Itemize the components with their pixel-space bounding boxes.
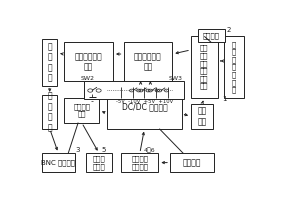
Text: 低電壓
指示燈: 低電壓 指示燈 [93, 155, 106, 170]
Bar [107, 86, 182, 129]
Text: 3: 3 [76, 147, 80, 153]
Text: 調零裝鈕: 調零裝鈕 [203, 32, 220, 39]
Text: 電壓檢測
電路: 電壓檢測 電路 [73, 103, 90, 117]
Text: 4、6: 4、6 [143, 147, 155, 153]
Text: 5: 5 [101, 147, 106, 153]
Text: 應
變
片
接
線
端
子: 應 變 片 接 線 端 子 [232, 41, 236, 93]
Text: -5V  -10V  +5V  +10V: -5V -10V +5V +10V [116, 99, 173, 104]
Bar [84, 81, 184, 99]
Bar [198, 29, 225, 42]
Bar [42, 95, 57, 129]
Bar [42, 39, 57, 86]
Text: 含標
準電
阻的
電橋
接線
電路: 含標 準電 阻的 電橋 接線 電路 [200, 45, 208, 89]
Text: SW3: SW3 [169, 76, 183, 81]
Text: 緩
沖
電
路: 緩 沖 電 路 [47, 92, 52, 132]
Bar [42, 153, 75, 172]
Bar [121, 153, 158, 172]
Bar [86, 153, 112, 172]
Text: DC/DC 電源模塊: DC/DC 電源模塊 [122, 103, 167, 112]
Text: BNC 輸出端子: BNC 輸出端子 [41, 159, 75, 166]
Bar [224, 36, 244, 98]
Bar [64, 98, 99, 123]
Text: 鋰電池組: 鋰電池組 [183, 158, 201, 167]
Bar [191, 36, 218, 98]
Bar [191, 104, 213, 129]
Text: SW2: SW2 [80, 76, 94, 81]
Bar [170, 153, 214, 172]
Text: 1: 1 [222, 96, 227, 102]
Text: 精密
電源: 精密 電源 [197, 107, 207, 126]
Text: 電源指示
燈、開關: 電源指示 燈、開關 [131, 155, 148, 170]
Text: 二級差分放大
電路: 二級差分放大 電路 [75, 52, 103, 71]
Bar [64, 42, 113, 81]
Text: 2: 2 [227, 27, 231, 33]
Text: 濾
波
電
路: 濾 波 電 路 [47, 42, 52, 83]
Bar [124, 42, 172, 81]
Text: 一級差分放大
電路: 一級差分放大 電路 [134, 52, 162, 71]
